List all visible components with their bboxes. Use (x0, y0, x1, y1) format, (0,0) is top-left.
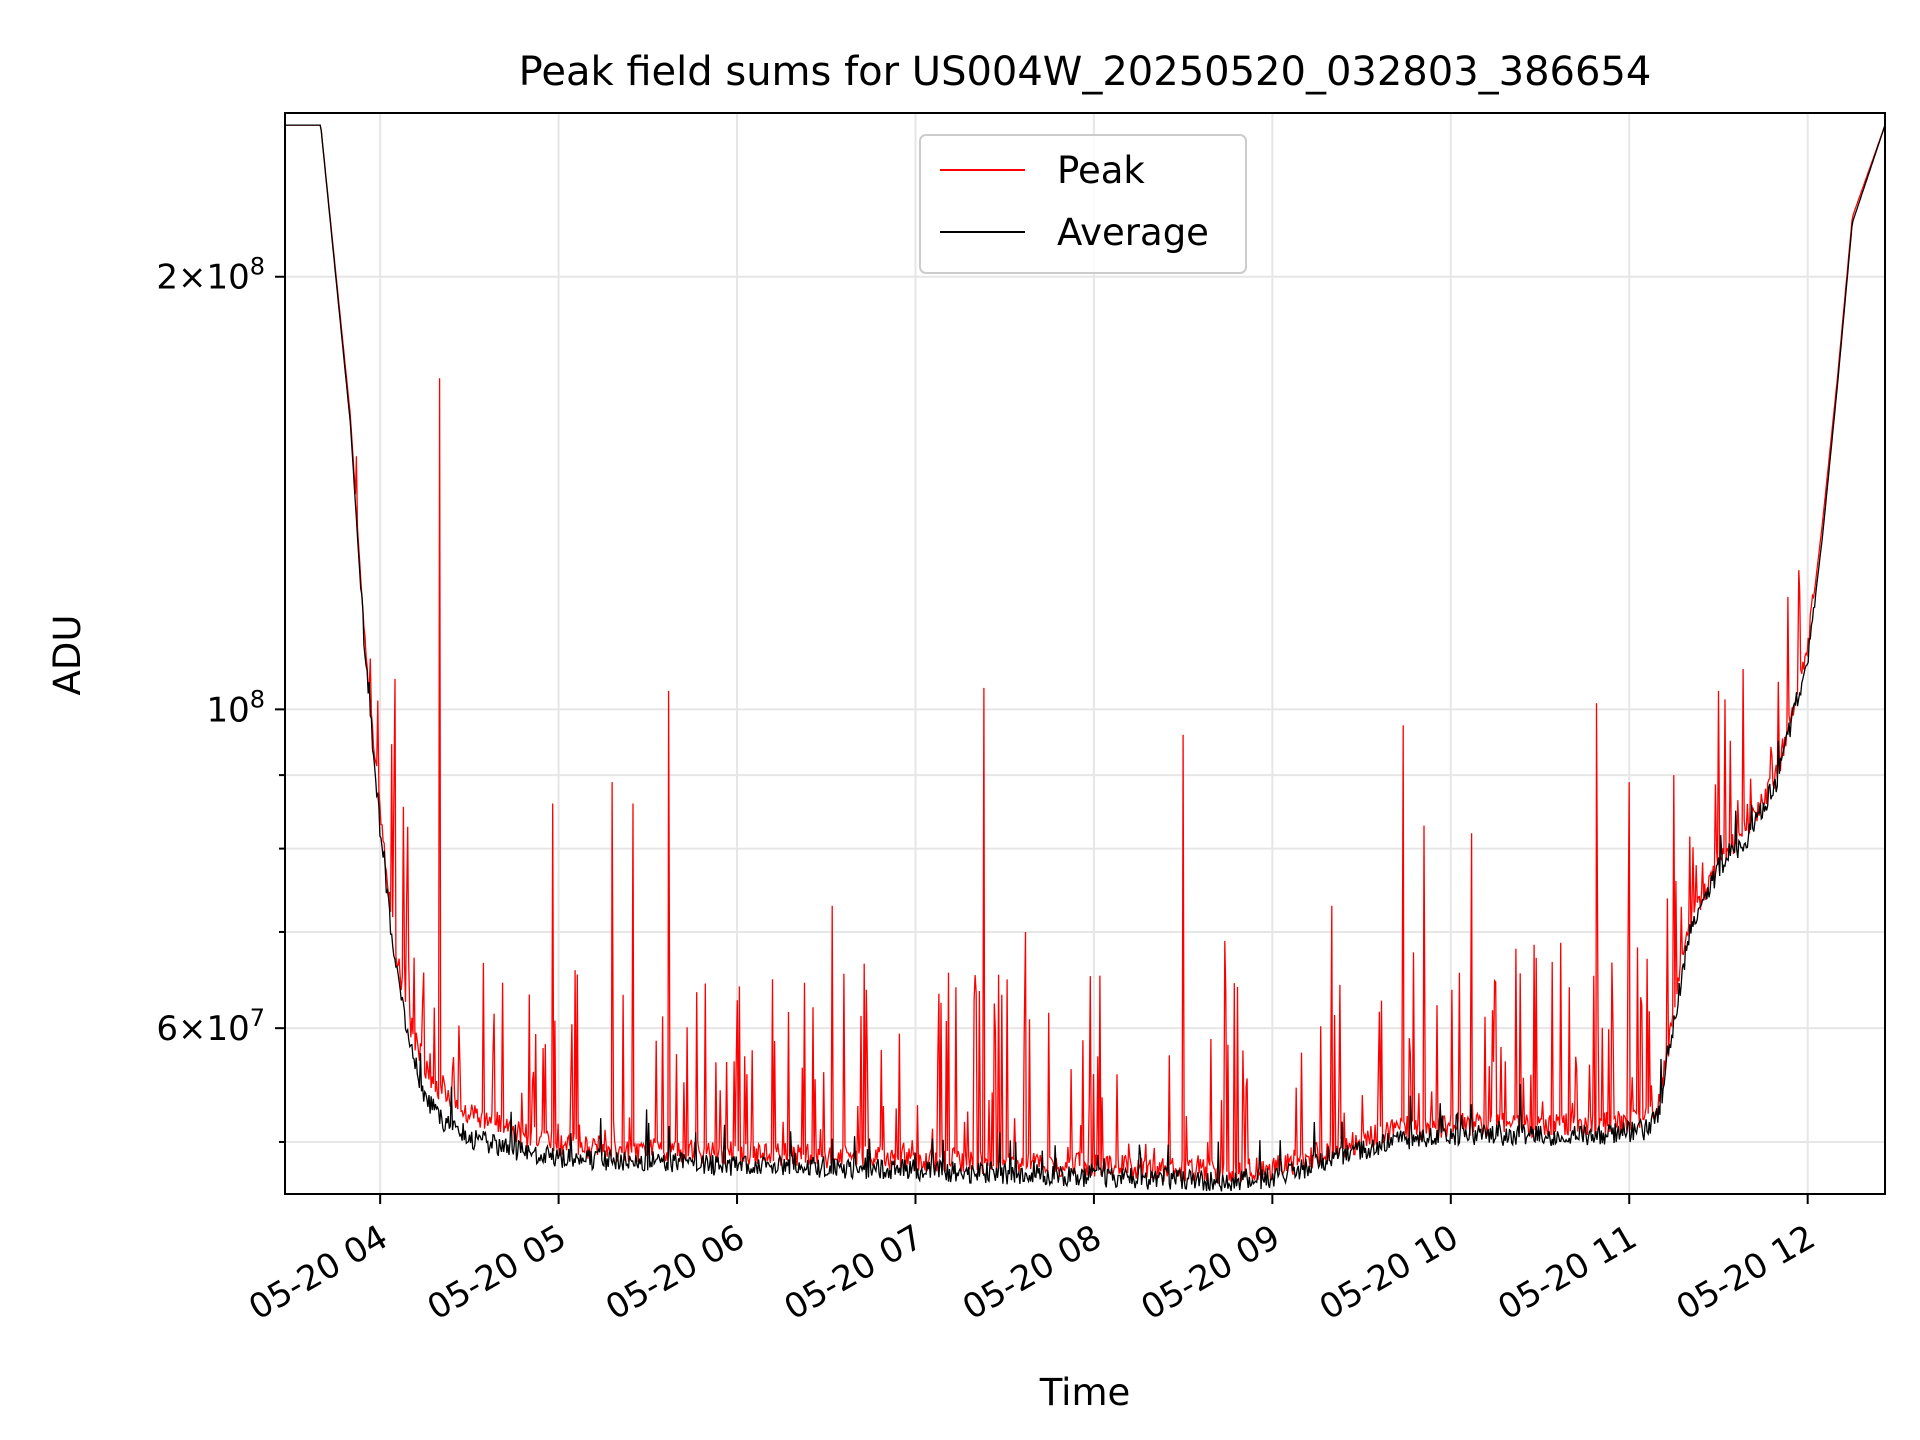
plot-frame (284, 112, 1886, 1195)
grid (285, 113, 1885, 1194)
y-tick-label: 108 (206, 685, 265, 730)
legend: Peak Average (919, 134, 1247, 274)
x-axis-label: Time (1039, 1371, 1131, 1414)
chart-title: Peak field sums for US004W_20250520_0328… (519, 49, 1652, 95)
y-axis-label: ADU (46, 615, 89, 696)
y-tick-label: 2×108 (156, 253, 265, 298)
legend-average-label: Average (1057, 211, 1209, 254)
series-layer (285, 124, 1885, 1192)
legend-peak-label: Peak (1057, 149, 1145, 192)
series-peak-line (285, 124, 1885, 1184)
series-average-line (285, 124, 1885, 1192)
plot-area (285, 113, 1885, 1194)
y-tick-label: 6×107 (156, 1004, 265, 1049)
